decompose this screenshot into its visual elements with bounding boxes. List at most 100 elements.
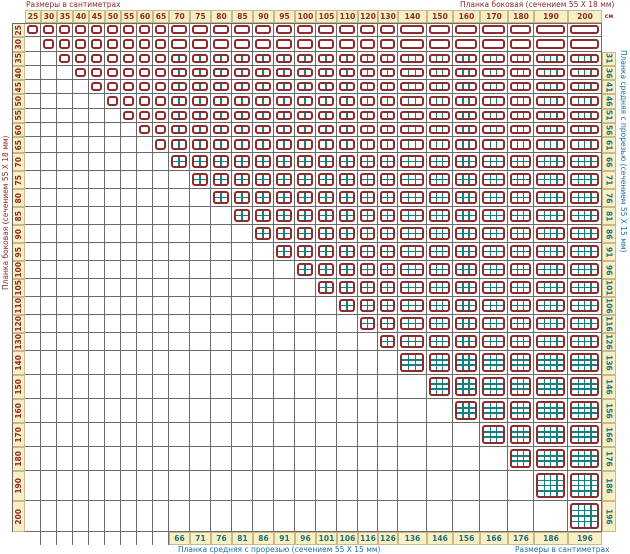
grid-cell bbox=[508, 80, 534, 95]
window-frame-200x25 bbox=[570, 25, 599, 35]
window-frame-90x60 bbox=[255, 124, 271, 134]
bottom-label: 66 bbox=[169, 532, 190, 545]
grid-cell bbox=[295, 261, 316, 279]
window-frame-180x50 bbox=[510, 96, 531, 106]
vertical-middle-bar bbox=[543, 141, 545, 148]
window-frame-160x75 bbox=[455, 173, 477, 186]
grid-cell bbox=[253, 423, 274, 447]
window-frame-105x25 bbox=[318, 25, 334, 35]
grid-cell bbox=[378, 225, 398, 243]
window-frame-75x30 bbox=[192, 39, 208, 49]
right-label-text: 56 bbox=[604, 124, 614, 136]
vertical-middle-bar bbox=[414, 112, 417, 118]
column-header: 50 bbox=[105, 10, 121, 23]
grid-cell bbox=[73, 122, 89, 137]
grid-cell bbox=[253, 51, 274, 66]
vertical-middle-bar bbox=[304, 126, 306, 132]
window-frame-170x80 bbox=[482, 191, 505, 204]
grid-cell bbox=[89, 333, 105, 351]
vertical-middle-bar bbox=[366, 126, 369, 132]
grid-cell bbox=[57, 315, 73, 333]
vertical-middle-bar bbox=[556, 141, 558, 148]
grid-cell bbox=[89, 243, 105, 261]
column-header: 30 bbox=[41, 10, 57, 23]
grid-cell bbox=[89, 375, 105, 399]
grid-cell bbox=[25, 207, 41, 225]
grid-cell bbox=[453, 51, 480, 66]
vertical-middle-bar bbox=[543, 355, 545, 370]
vertical-middle-bar bbox=[468, 69, 470, 75]
window-frame-180x100 bbox=[510, 263, 531, 276]
grid-cell bbox=[153, 122, 169, 137]
grid-cell bbox=[480, 279, 508, 297]
grid-cell bbox=[137, 23, 153, 38]
grid-cell bbox=[137, 207, 153, 225]
window-frame-170x75 bbox=[482, 173, 505, 186]
column-header: 25 bbox=[25, 10, 41, 23]
grid-cell bbox=[398, 243, 427, 261]
window-frame-190x60 bbox=[536, 124, 565, 134]
grid-cell bbox=[253, 153, 274, 171]
grid-cell bbox=[57, 80, 73, 95]
grid-cell bbox=[232, 333, 253, 351]
grid-line-stub bbox=[88, 532, 89, 545]
window-frame-120x75 bbox=[360, 173, 375, 186]
vertical-middle-bar bbox=[283, 98, 285, 104]
window-frame-140x55 bbox=[400, 110, 424, 120]
bottom-label: 136 bbox=[398, 532, 427, 545]
grid-cell bbox=[57, 333, 73, 351]
grid-cell bbox=[453, 447, 480, 471]
grid-cell bbox=[105, 297, 121, 315]
row-header: 150 bbox=[12, 375, 25, 399]
grid-cell bbox=[534, 225, 568, 243]
vertical-middle-bar bbox=[583, 98, 586, 104]
grid-cell bbox=[73, 23, 89, 38]
grid-cell bbox=[169, 23, 190, 38]
window-frame-55x55 bbox=[123, 110, 134, 120]
vertical-middle-bar bbox=[262, 98, 264, 104]
vertical-middle-bar bbox=[241, 141, 243, 148]
grid-cell bbox=[253, 23, 274, 38]
horizontal-middle-bar bbox=[215, 178, 227, 181]
grid-cell bbox=[274, 261, 295, 279]
window-frame-180x60 bbox=[510, 124, 531, 134]
vertical-middle-bar bbox=[414, 69, 417, 75]
right-label-text: 96 bbox=[604, 264, 614, 276]
vertical-middle-bar bbox=[583, 427, 586, 442]
vertical-middle-bar bbox=[462, 69, 464, 75]
grid-cell bbox=[358, 207, 378, 225]
window-frame-190x100 bbox=[536, 263, 565, 276]
window-frame-30x25 bbox=[43, 25, 54, 35]
grid-cell bbox=[211, 375, 232, 399]
top-left-title: Размеры в сантиметрах bbox=[26, 0, 121, 9]
vertical-middle-bar bbox=[516, 55, 519, 61]
window-frame-160x105 bbox=[455, 281, 477, 294]
grid-cell bbox=[534, 333, 568, 351]
grid-cell bbox=[105, 375, 121, 399]
grid-cell bbox=[169, 423, 190, 447]
grid-cell bbox=[453, 399, 480, 423]
window-frame-180x170 bbox=[510, 425, 531, 444]
grid-cell bbox=[274, 351, 295, 375]
right-label-text: 81 bbox=[604, 210, 614, 222]
horizontal-middle-bar bbox=[457, 304, 475, 307]
vertical-middle-bar bbox=[590, 98, 592, 104]
grid-cell bbox=[153, 423, 169, 447]
window-frame-50x30 bbox=[107, 39, 118, 49]
right-label: 46 bbox=[602, 94, 616, 109]
horizontal-middle-bar bbox=[362, 232, 373, 235]
vertical-middle-bar bbox=[489, 112, 492, 118]
grid-cell bbox=[378, 153, 398, 171]
grid-cell bbox=[105, 108, 121, 123]
grid-cell bbox=[137, 108, 153, 123]
horizontal-middle-bar bbox=[538, 407, 563, 409]
bottom-label: 116 bbox=[358, 532, 378, 545]
window-frame-160x35 bbox=[455, 53, 477, 63]
vertical-middle-bar bbox=[468, 84, 470, 90]
grid-cell bbox=[121, 171, 137, 189]
horizontal-middle-bar bbox=[341, 196, 353, 199]
vertical-middle-bar bbox=[556, 427, 558, 442]
grid-cell bbox=[89, 207, 105, 225]
horizontal-middle-bar bbox=[484, 178, 503, 181]
window-frame-170x40 bbox=[482, 67, 505, 77]
